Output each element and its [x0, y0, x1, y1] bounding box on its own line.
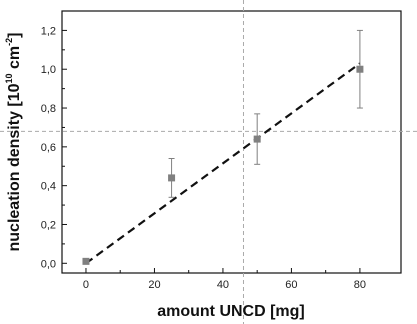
error-bars — [168, 29, 363, 198]
y-tick-label-1: 0,2 — [41, 219, 56, 231]
fit-line — [85, 62, 361, 265]
data-point-0 — [82, 257, 90, 265]
y-axis-title-end: ] — [6, 33, 23, 38]
y-axis-title-main: nucleation density [10 — [6, 83, 23, 251]
plot-area — [61, 10, 402, 274]
x-tick-label-1: 20 — [148, 279, 160, 291]
x-tick-label-4: 80 — [354, 279, 366, 291]
data-point-2 — [253, 135, 261, 143]
y-tick-label-3: 0,6 — [41, 142, 56, 154]
x-tick-label-3: 60 — [285, 279, 297, 291]
y-tick-label-6: 1,2 — [41, 25, 56, 37]
y-tick-label-5: 1,0 — [41, 64, 56, 76]
data-point-1 — [168, 174, 176, 182]
y-axis-ticks: 0,0 0,2 0,4 0,6 0,8 1,0 1,2 — [41, 25, 67, 270]
y-tick-label-4: 0,8 — [41, 103, 56, 115]
y-tick-label-2: 0,4 — [41, 181, 56, 193]
plot-frame — [61, 10, 402, 274]
y-axis-title: nucleation density [1010 cm-2] — [4, 33, 23, 252]
x-axis-ticks: 0 20 40 60 80 — [83, 268, 366, 291]
y-tick-label-0: 0,0 — [41, 258, 56, 270]
fit-line-group — [85, 62, 361, 265]
y-axis-title-unit-exponent: -2 — [4, 38, 14, 46]
x-axis-title: amount UNCD [mg] — [157, 303, 305, 320]
data-points — [82, 65, 364, 265]
data-point-3 — [356, 65, 364, 73]
x-tick-label-2: 40 — [217, 279, 229, 291]
y-axis-title-unit: cm — [6, 46, 23, 74]
x-tick-label-0: 0 — [83, 279, 89, 291]
y-axis-title-exponent: 10 — [4, 73, 14, 83]
